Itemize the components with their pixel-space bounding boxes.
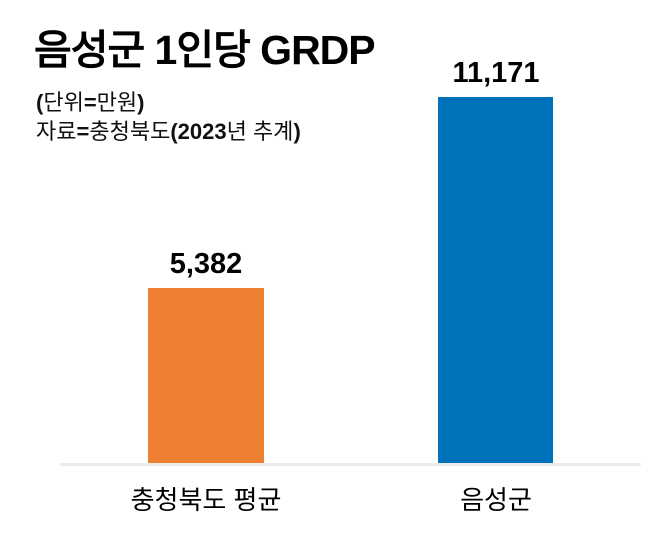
- text-segment: ): [293, 119, 301, 144]
- category-label-chungbuk-average: 충청북도 평균: [130, 485, 282, 515]
- text-segment: 년 추계: [226, 119, 294, 144]
- category-label-eumseong: 음성군: [460, 485, 532, 515]
- unit-note: (단위=만원): [36, 85, 144, 117]
- text-segment: (: [36, 90, 44, 115]
- text-segment: 단위: [43, 90, 84, 115]
- text-segment: (2023: [170, 119, 227, 144]
- text-segment: =: [76, 119, 90, 144]
- text-segment: ): [137, 90, 145, 115]
- bar-value-label-eumseong: 11,171: [452, 57, 540, 89]
- source-note: 자료=충청북도(2023년 추계): [36, 114, 301, 146]
- text-segment: =: [83, 90, 97, 115]
- bar-chungbuk-average: [148, 288, 264, 466]
- bar-value-label-chungbuk-average: 5,382: [169, 248, 243, 280]
- text-segment: 자료: [36, 119, 77, 144]
- text-segment: 만원: [96, 90, 138, 115]
- x-axis-line: [60, 463, 641, 466]
- text-segment: 충청북도: [89, 119, 171, 144]
- chart-title: 음성군 1인당 GRDP: [34, 27, 376, 73]
- bar-eumseong: [438, 97, 553, 466]
